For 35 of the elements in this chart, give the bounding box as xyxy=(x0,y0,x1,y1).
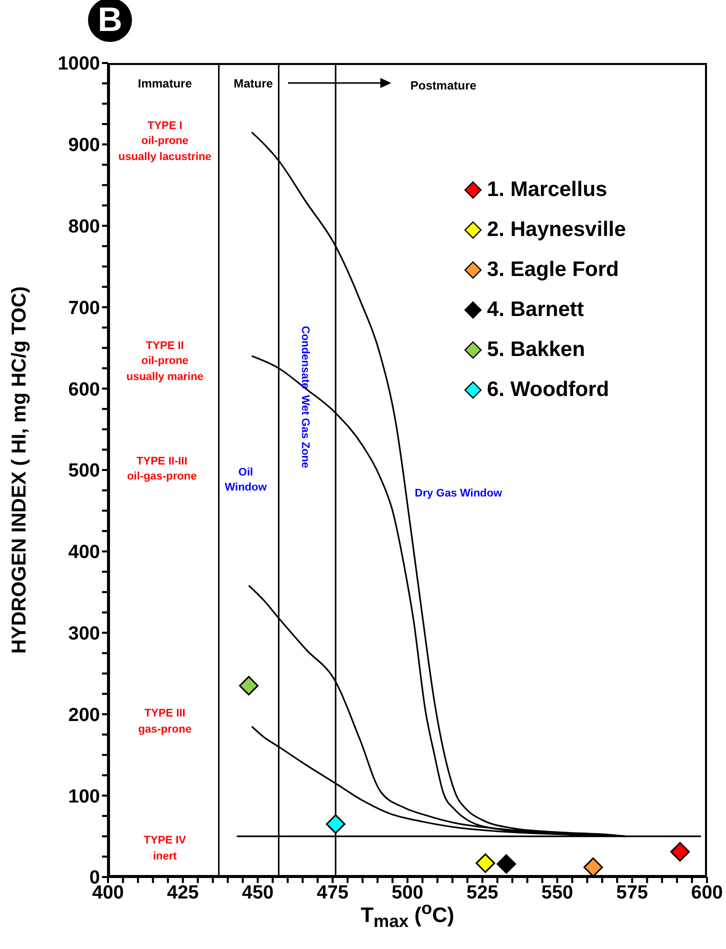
annotation: TYPE II-III oil-gas-prone xyxy=(127,454,197,485)
x-tick-label: 600 xyxy=(691,882,723,904)
y-axis-title: HYDROGEN INDEX ( HI, mg HC/g TOC) xyxy=(8,286,32,654)
y-tick-label: 800 xyxy=(68,216,100,238)
annotation: Condensate Wet Gas Zone xyxy=(298,326,312,468)
annotation: Mature xyxy=(234,76,273,93)
y-tick-label: 100 xyxy=(68,786,100,808)
x-tick-label: 425 xyxy=(167,882,200,904)
x-tick-label: 575 xyxy=(616,882,648,904)
y-tick-label: 900 xyxy=(68,135,100,156)
annotation: TYPE IV inert xyxy=(144,834,186,864)
x-tick-label: 475 xyxy=(316,882,349,904)
legend-label: 2. Haynesville xyxy=(487,218,626,242)
annotation: Oil Window xyxy=(224,465,267,496)
annotation: TYPE I oil-prone usually lacustrine xyxy=(118,118,212,165)
legend-label: 4. Barnett xyxy=(487,298,584,322)
x-tick-label: 450 xyxy=(242,882,274,904)
legend-label: 1. Marcellus xyxy=(487,178,608,202)
y-tick-label: 500 xyxy=(68,460,100,482)
legend-label: 6. Woodford xyxy=(487,378,610,402)
legend-label: 3. Eagle Ford xyxy=(487,258,619,282)
annotation: Postmature xyxy=(410,77,476,94)
annotation: TYPE III gas-prone xyxy=(138,706,192,738)
x-tick-label: 550 xyxy=(541,882,574,904)
annotation: Immature xyxy=(138,76,192,93)
y-tick-label: 300 xyxy=(68,624,100,645)
annotation: TYPE II oil-prone usually marine xyxy=(126,338,204,384)
y-tick-label: 700 xyxy=(68,298,100,319)
y-tick-label: 400 xyxy=(68,542,100,564)
y-tick-label: 1000 xyxy=(58,54,100,75)
annotation: Dry Gas Window xyxy=(414,486,502,502)
y-tick-label: 600 xyxy=(68,379,100,400)
x-tick-label: 525 xyxy=(466,882,499,904)
legend-label: 5. Bakken xyxy=(487,338,586,362)
y-tick-label: 200 xyxy=(68,704,100,726)
